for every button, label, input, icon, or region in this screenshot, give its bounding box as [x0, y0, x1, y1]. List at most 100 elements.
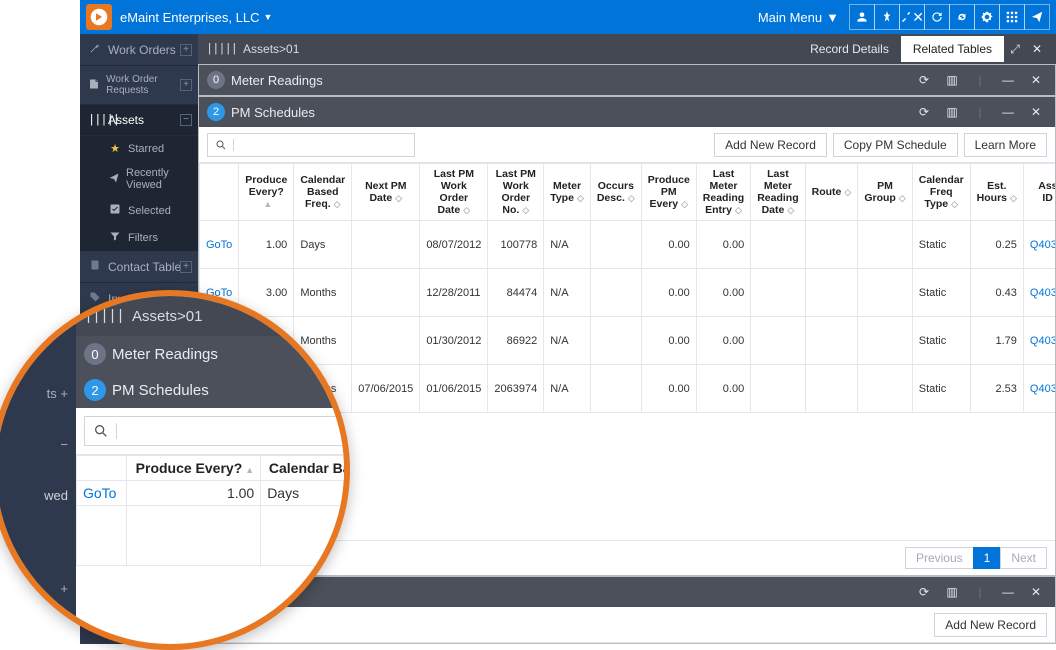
- expand-icon[interactable]: +: [180, 44, 192, 56]
- tools-icon[interactable]: ✕: [899, 4, 925, 30]
- refresh-icon[interactable]: ⟳: [913, 69, 935, 91]
- pager-next[interactable]: Next: [1000, 547, 1047, 569]
- tab-related-tables[interactable]: Related Tables: [901, 36, 1004, 62]
- main-menu-label: Main Menu: [758, 10, 822, 25]
- cell[interactable]: Q403014: [1023, 269, 1055, 317]
- panel-head-bottom: ⟳ ▥ | — ✕: [199, 577, 1055, 607]
- mag-search-input[interactable]: [117, 417, 317, 445]
- cell[interactable]: GoTo: [200, 221, 239, 269]
- col-header[interactable]: Calendar Based Freq.◇: [294, 164, 352, 221]
- collapse-icon[interactable]: −: [180, 114, 192, 126]
- mag-pm-head: 2 PM Schedules: [76, 372, 350, 408]
- minimize-icon[interactable]: —: [997, 69, 1019, 91]
- add-new-record-button[interactable]: Add New Record: [714, 133, 827, 157]
- company-name: eMaint Enterprises, LLC: [120, 10, 259, 25]
- sidebar-item-wor[interactable]: Work Order Requests +: [80, 66, 198, 105]
- grid-icon[interactable]: [999, 4, 1025, 30]
- company-switcher[interactable]: eMaint Enterprises, LLC ▼: [120, 10, 272, 25]
- sidebar-item-assets[interactable]: ||||| Assets −: [80, 105, 198, 136]
- cell: 08/07/2012: [420, 221, 488, 269]
- cell[interactable]: Q403014: [1023, 317, 1055, 365]
- sidebar-item-work-orders[interactable]: Work Orders +: [80, 34, 198, 66]
- main-menu[interactable]: Main Menu ▼: [758, 10, 839, 25]
- columns-icon[interactable]: ▥: [941, 69, 963, 91]
- close-icon[interactable]: ✕: [1025, 69, 1047, 91]
- sidebar-item-label: Contact Table: [108, 260, 181, 274]
- col-header[interactable]: Last Meter Reading Entry◇: [696, 164, 750, 221]
- minimize-icon[interactable]: —: [997, 581, 1019, 603]
- col-header[interactable]: Next PM Date◇: [352, 164, 420, 221]
- search-icon[interactable]: [85, 423, 117, 439]
- cell: 1.79: [970, 317, 1023, 365]
- col-header[interactable]: Est. Hours◇: [970, 164, 1023, 221]
- count-badge: 0: [84, 343, 106, 365]
- col-header[interactable]: PM Group◇: [858, 164, 912, 221]
- count-badge: 2: [207, 103, 225, 121]
- learn-more-button[interactable]: Learn More: [964, 133, 1047, 157]
- search-icon[interactable]: [208, 139, 234, 151]
- copy-pm-schedule-button[interactable]: Copy PM Schedule: [833, 133, 958, 157]
- sidebar-item-contact[interactable]: Contact Table +: [80, 251, 198, 283]
- tab-record-details[interactable]: Record Details: [798, 36, 901, 62]
- refresh-icon[interactable]: [924, 4, 950, 30]
- cell: [352, 221, 420, 269]
- star-icon: ★: [108, 142, 122, 155]
- col-header[interactable]: Route◇: [805, 164, 858, 221]
- pin-icon[interactable]: [874, 4, 900, 30]
- count-badge: 2: [84, 379, 106, 401]
- expand-icon[interactable]: +: [180, 261, 192, 273]
- mag-h2: Calendar Based Freq.: [269, 460, 350, 476]
- add-new-record-button[interactable]: Add New Record: [934, 613, 1047, 637]
- pager-previous[interactable]: Previous: [905, 547, 974, 569]
- col-header[interactable]: Last PM Work Order No.◇: [488, 164, 544, 221]
- col-header[interactable]: Produce PM Every◇: [641, 164, 696, 221]
- search-input[interactable]: [234, 134, 414, 156]
- col-header[interactable]: [200, 164, 239, 221]
- close-icon[interactable]: ✕: [1025, 581, 1047, 603]
- cell: [590, 365, 641, 413]
- cell: 1.00: [239, 221, 294, 269]
- expand-fullscreen-icon[interactable]: ⤢: [1004, 38, 1026, 60]
- divider: |: [969, 581, 991, 603]
- col-header[interactable]: Meter Type◇: [544, 164, 591, 221]
- bottom-toolbar: Add New Record: [199, 607, 1055, 643]
- book-icon: [88, 259, 102, 274]
- columns-icon[interactable]: ▥: [941, 581, 963, 603]
- columns-icon[interactable]: ▥: [941, 101, 963, 123]
- cell: [805, 221, 858, 269]
- cell: N/A: [544, 269, 591, 317]
- cell[interactable]: Q403014: [1023, 221, 1055, 269]
- gear-icon[interactable]: [974, 4, 1000, 30]
- sidebar-sub-filters[interactable]: Filters: [100, 224, 198, 251]
- col-header[interactable]: Last Meter Reading Date◇: [751, 164, 805, 221]
- cell: 84474: [488, 269, 544, 317]
- minimize-icon[interactable]: —: [997, 101, 1019, 123]
- sidebar-item-label: Assets: [108, 113, 144, 127]
- sidebar-sub-label: Filters: [128, 232, 158, 244]
- expand-icon[interactable]: +: [180, 79, 192, 91]
- send-icon[interactable]: [1024, 4, 1050, 30]
- refresh-icon[interactable]: ⟳: [913, 581, 935, 603]
- refresh-icon[interactable]: ⟳: [913, 101, 935, 123]
- goto-link[interactable]: GoTo: [77, 481, 127, 506]
- col-header[interactable]: Asset ID◇: [1023, 164, 1055, 221]
- brand-logo[interactable]: [86, 4, 112, 30]
- sidebar-item-label: Work Order Requests: [106, 74, 190, 96]
- col-header[interactable]: Calendar Freq Type◇: [912, 164, 970, 221]
- col-header[interactable]: Occurs Desc.◇: [590, 164, 641, 221]
- cell[interactable]: Q403014: [1023, 365, 1055, 413]
- sidebar-sub-selected[interactable]: Selected: [100, 197, 198, 224]
- close-icon[interactable]: ✕: [1025, 101, 1047, 123]
- sidebar-sub-starred[interactable]: ★ Starred: [100, 136, 198, 161]
- cell: 0.43: [970, 269, 1023, 317]
- cell: [751, 365, 805, 413]
- cell: [858, 269, 912, 317]
- pager-page[interactable]: 1: [973, 547, 1002, 569]
- cell: [751, 221, 805, 269]
- close-icon[interactable]: ✕: [1026, 38, 1048, 60]
- col-header[interactable]: Last PM Work Order Date◇: [420, 164, 488, 221]
- col-header[interactable]: Produce Every?▲: [239, 164, 294, 221]
- sync-icon[interactable]: [949, 4, 975, 30]
- user-icon[interactable]: [849, 4, 875, 30]
- sidebar-sub-recent[interactable]: Recently Viewed: [100, 161, 198, 197]
